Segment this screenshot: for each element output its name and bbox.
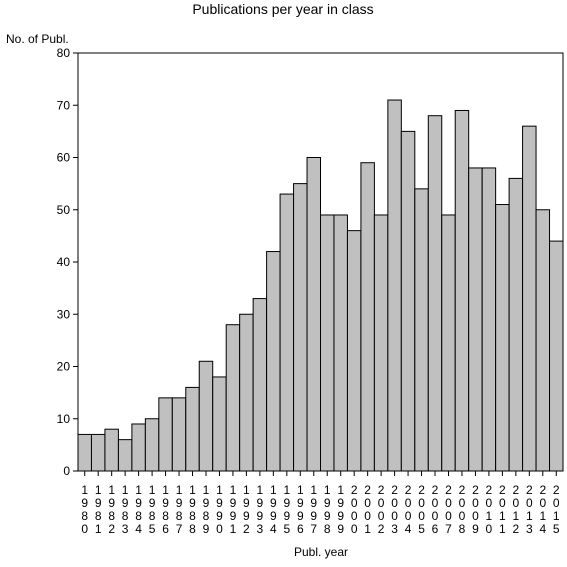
- bar-1984: [131, 423, 146, 472]
- bar-1989: [198, 360, 214, 472]
- bar-1985: [144, 418, 160, 472]
- bar-1988: [185, 386, 200, 472]
- bar-2001: [360, 162, 375, 472]
- y-tick-label: 60: [57, 151, 71, 165]
- chart-title: Publications per year in class: [192, 1, 373, 17]
- bar-1996: [293, 183, 308, 472]
- bar-1981: [90, 433, 106, 472]
- y-axis-label: No. of Publ.: [6, 32, 69, 46]
- bar-2009: [468, 167, 483, 472]
- y-axis: 0 10 20 30 40 50 60 70 80: [57, 46, 78, 478]
- bar-1997: [306, 157, 321, 472]
- bar-1982: [104, 428, 119, 472]
- y-tick-label: 80: [57, 46, 71, 60]
- bar-2013: [522, 125, 537, 472]
- bar-1991: [225, 324, 241, 472]
- bar-2002: [373, 214, 389, 472]
- bar-1992: [239, 313, 254, 472]
- y-tick-label: 30: [57, 307, 71, 321]
- bar-1995: [279, 193, 295, 472]
- y-tick-label: 40: [57, 255, 71, 269]
- bar-1998: [320, 214, 335, 472]
- y-tick-label: 10: [57, 412, 71, 426]
- bar-1993: [252, 298, 268, 472]
- bar-2011: [495, 204, 510, 472]
- y-tick-label: 20: [57, 360, 71, 374]
- bar-2000: [346, 230, 362, 472]
- bar-2007: [441, 214, 456, 472]
- y-tick-label: 70: [57, 98, 71, 112]
- bar-1999: [333, 214, 348, 472]
- y-tick-label: 50: [57, 203, 71, 217]
- bar-2006: [427, 115, 443, 472]
- bar-1983: [117, 439, 133, 472]
- bar-2014: [535, 209, 551, 472]
- x-axis: 1 9 8 0 1 9 8 1 1 9 8 2 1 9 8 3 1 9 8 4 1 9 8 5 1 9 8 6 1 9 8 7 1 9 8 8 1 9 8 9…: [81, 471, 560, 536]
- bar-2003: [387, 99, 402, 472]
- bar-2010: [481, 167, 497, 472]
- y-tick-label: 0: [63, 464, 70, 478]
- x-axis-label: Publ. year: [294, 545, 348, 559]
- bar-2004: [400, 130, 416, 472]
- bar-1987: [171, 397, 187, 472]
- bar-1994: [266, 251, 281, 472]
- bar-1986: [158, 397, 173, 472]
- bar-2015: [549, 240, 564, 472]
- bar-1990: [212, 376, 227, 472]
- bar-2012: [508, 177, 524, 472]
- bar-2005: [414, 188, 429, 472]
- bars-group: [77, 99, 564, 472]
- bar-2008: [454, 109, 470, 472]
- bar-1980: [77, 433, 92, 472]
- plot-frame: [77, 52, 564, 472]
